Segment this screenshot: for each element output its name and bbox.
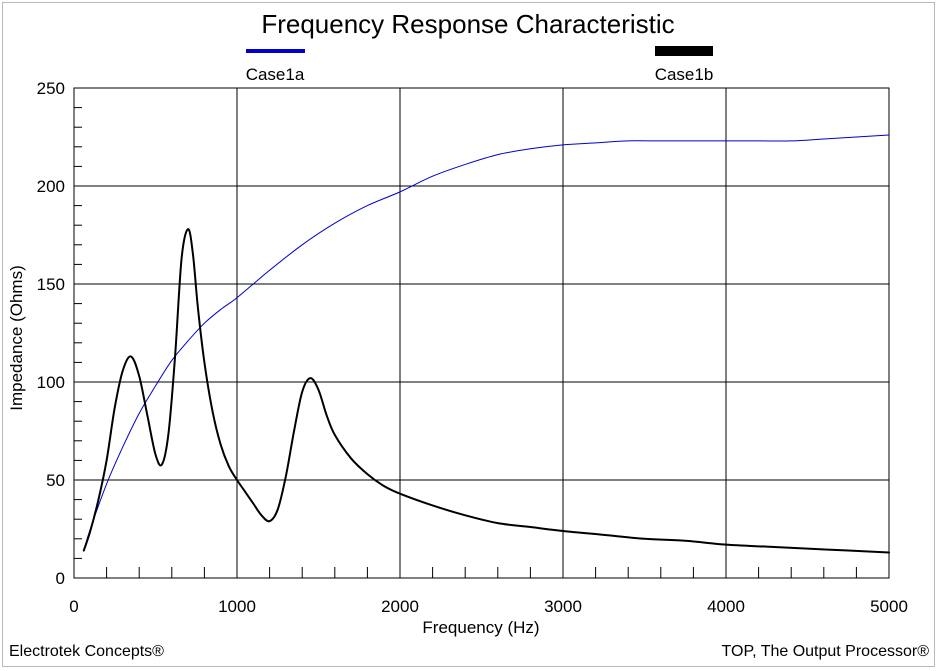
y-tick-label: 50 xyxy=(46,471,65,490)
y-tick-label: 150 xyxy=(37,275,65,294)
x-tick-label: 5000 xyxy=(870,597,908,616)
y-tick-label: 0 xyxy=(56,569,65,588)
footer-right-text: TOP, The Output Processor® xyxy=(721,643,929,660)
chart-title: Frequency Response Characteristic xyxy=(261,9,674,39)
minor-ticks xyxy=(74,107,857,578)
x-axis-label: Frequency (Hz) xyxy=(422,618,539,637)
x-tick-label: 0 xyxy=(69,597,78,616)
y-tick-label: 250 xyxy=(37,79,65,98)
x-tick-label: 3000 xyxy=(544,597,582,616)
legend-label-case1b: Case1b xyxy=(655,65,714,84)
series-line-case1a xyxy=(83,134,890,552)
gridlines xyxy=(73,87,890,579)
x-tick-label: 2000 xyxy=(381,597,419,616)
x-tick-label: 4000 xyxy=(707,597,745,616)
legend: Case1a Case1b xyxy=(246,46,714,84)
footer-left-text: Electrotek Concepts® xyxy=(9,643,164,660)
series-lines xyxy=(82,134,890,554)
y-tick-label: 100 xyxy=(37,373,65,392)
series-line-case1b xyxy=(82,228,890,554)
plot-area-border xyxy=(73,87,890,579)
y-axis-label: Impedance (Ohms) xyxy=(7,265,26,411)
x-tick-labels: 0 1000 2000 3000 4000 5000 xyxy=(69,597,908,616)
legend-label-case1a: Case1a xyxy=(246,65,305,84)
x-tick-label: 1000 xyxy=(218,597,256,616)
y-tick-labels: 0 50 100 150 200 250 xyxy=(37,79,65,588)
y-tick-label: 200 xyxy=(37,177,65,196)
